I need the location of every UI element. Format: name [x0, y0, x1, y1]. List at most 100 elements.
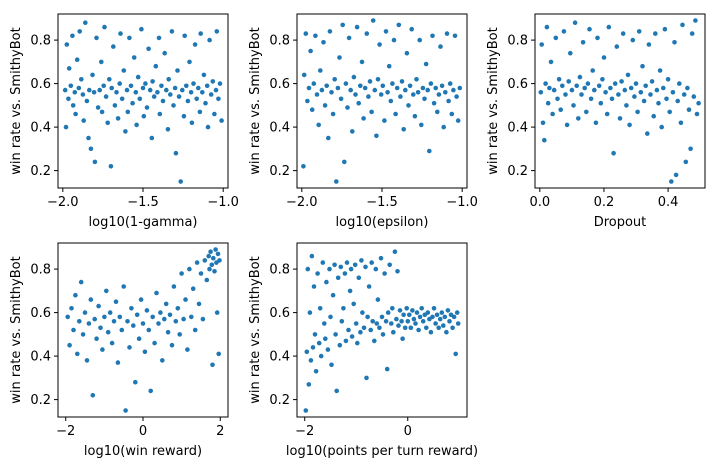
- data-point: [352, 262, 358, 268]
- data-point: [608, 85, 613, 91]
- data-point: [183, 297, 188, 302]
- data-point: [182, 33, 187, 39]
- data-point: [203, 100, 208, 106]
- data-point: [324, 83, 330, 89]
- data-point: [380, 83, 386, 89]
- data-point: [394, 85, 400, 91]
- data-point: [210, 362, 215, 368]
- data-point: [181, 113, 187, 119]
- data-point: [670, 90, 676, 95]
- data-point: [382, 271, 387, 276]
- data-point: [683, 159, 689, 165]
- data-point: [154, 290, 159, 296]
- data-point: [436, 325, 442, 331]
- data-point: [349, 334, 355, 339]
- data-point: [322, 103, 328, 108]
- data-point: [105, 120, 110, 126]
- data-point: [79, 77, 84, 82]
- data-point: [378, 92, 384, 97]
- data-point: [311, 284, 317, 289]
- data-point: [330, 111, 336, 117]
- data-point: [442, 314, 448, 320]
- data-point: [445, 308, 451, 313]
- data-point: [375, 297, 381, 302]
- data-point: [394, 316, 399, 322]
- data-point: [338, 96, 344, 102]
- data-point: [347, 288, 353, 294]
- data-point: [134, 312, 140, 318]
- data-point: [431, 100, 437, 106]
- data-point: [396, 323, 401, 328]
- x-tick-label: −1.0: [446, 195, 478, 210]
- data-point: [600, 77, 605, 82]
- x-axis-label: Dropout: [594, 215, 647, 230]
- data-point: [181, 316, 186, 322]
- data-point: [606, 24, 612, 30]
- y-tick-label: 0.8: [30, 263, 51, 278]
- data-point: [648, 92, 653, 97]
- data-point: [363, 264, 368, 270]
- data-point: [538, 90, 544, 95]
- data-point: [385, 310, 391, 315]
- data-point: [171, 103, 176, 108]
- data-point: [407, 312, 412, 318]
- data-point: [362, 85, 368, 91]
- data-point: [408, 325, 414, 331]
- data-point: [449, 111, 455, 117]
- data-point: [348, 266, 354, 272]
- data-point: [99, 109, 105, 115]
- data-point: [192, 42, 198, 47]
- data-point: [444, 329, 449, 335]
- data-point: [410, 308, 415, 313]
- data-point: [312, 332, 318, 337]
- data-point: [70, 103, 76, 108]
- y-tick-label: 0.6: [30, 77, 51, 92]
- data-point: [366, 284, 372, 289]
- data-point: [540, 120, 546, 126]
- data-point: [217, 81, 223, 86]
- data-point: [452, 33, 458, 39]
- data-point: [354, 24, 360, 30]
- data-point: [436, 92, 442, 97]
- data-point: [405, 319, 411, 324]
- data-point: [451, 314, 457, 320]
- data-point: [151, 94, 157, 99]
- data-point: [627, 122, 632, 128]
- data-point: [86, 321, 92, 326]
- data-point: [359, 258, 364, 263]
- data-point: [125, 319, 130, 324]
- data-point: [673, 172, 679, 178]
- data-point: [329, 90, 334, 95]
- data-point: [388, 98, 394, 104]
- data-point: [152, 340, 157, 346]
- data-point: [332, 77, 338, 82]
- data-point: [107, 77, 112, 82]
- data-point: [387, 262, 393, 268]
- y-tick-label: 0.8: [507, 34, 528, 49]
- data-point: [187, 59, 192, 65]
- data-point: [173, 150, 179, 156]
- x-axis-label: log10(epsilon): [336, 215, 429, 230]
- data-point: [62, 87, 68, 93]
- data-point: [301, 164, 306, 169]
- data-point: [80, 332, 86, 337]
- data-point: [112, 103, 118, 108]
- data-point: [198, 271, 204, 276]
- data-point: [664, 96, 669, 102]
- data-point: [319, 87, 325, 93]
- data-point: [587, 26, 592, 32]
- data-point: [127, 35, 132, 41]
- data-point: [574, 83, 579, 89]
- data-point: [326, 135, 331, 141]
- data-point: [187, 266, 192, 272]
- data-point: [128, 83, 134, 89]
- data-point: [417, 314, 423, 320]
- data-point: [420, 85, 426, 91]
- data-point: [361, 116, 366, 121]
- data-point: [689, 31, 695, 36]
- y-axis-label: win rate vs. SmithyBot: [486, 27, 501, 174]
- data-point: [555, 96, 560, 102]
- data-point: [441, 124, 447, 130]
- data-point: [425, 310, 431, 315]
- x-tick-label: −2: [295, 424, 314, 439]
